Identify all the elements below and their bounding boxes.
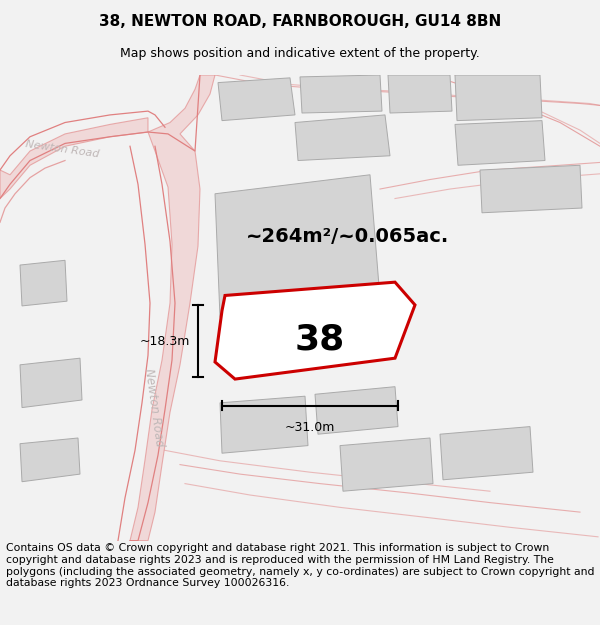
Polygon shape — [130, 75, 215, 541]
Text: ~264m²/~0.065ac.: ~264m²/~0.065ac. — [247, 227, 449, 246]
Polygon shape — [215, 282, 415, 379]
Text: ~31.0m: ~31.0m — [285, 421, 335, 434]
Text: Newton Road: Newton Road — [25, 139, 100, 159]
Text: 38: 38 — [295, 322, 345, 356]
Polygon shape — [388, 75, 452, 113]
Polygon shape — [440, 427, 533, 480]
Polygon shape — [215, 175, 380, 318]
Polygon shape — [20, 260, 67, 306]
Polygon shape — [480, 165, 582, 212]
Polygon shape — [295, 115, 390, 161]
Text: 38, NEWTON ROAD, FARNBOROUGH, GU14 8BN: 38, NEWTON ROAD, FARNBOROUGH, GU14 8BN — [99, 14, 501, 29]
Polygon shape — [0, 118, 148, 199]
Polygon shape — [315, 387, 398, 434]
Polygon shape — [220, 396, 308, 453]
Text: Contains OS data © Crown copyright and database right 2021. This information is : Contains OS data © Crown copyright and d… — [6, 544, 595, 588]
Text: Newton Road: Newton Road — [142, 368, 166, 448]
Polygon shape — [455, 121, 545, 165]
Polygon shape — [20, 438, 80, 482]
Polygon shape — [20, 358, 82, 408]
Polygon shape — [455, 75, 542, 121]
Polygon shape — [300, 75, 382, 113]
Text: Map shows position and indicative extent of the property.: Map shows position and indicative extent… — [120, 47, 480, 60]
Polygon shape — [218, 78, 295, 121]
Text: ~18.3m: ~18.3m — [140, 334, 190, 348]
Polygon shape — [340, 438, 433, 491]
